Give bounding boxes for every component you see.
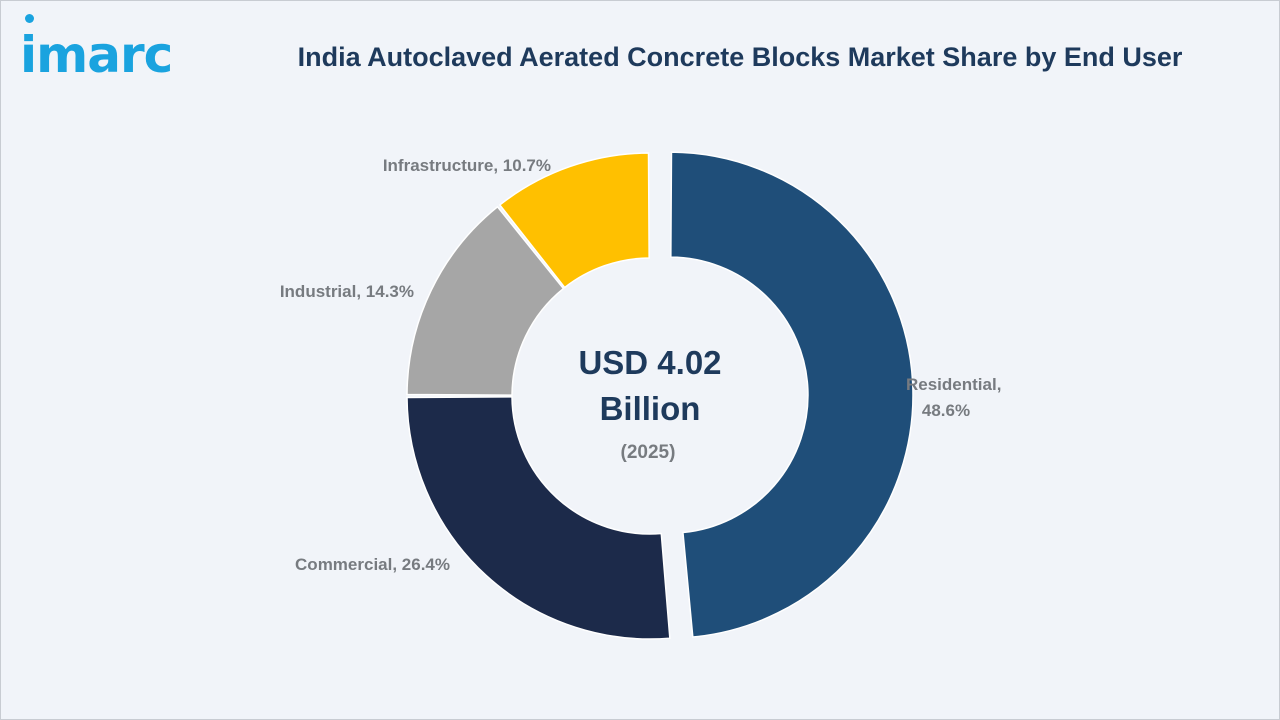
slice-commercial: [406, 396, 671, 640]
center-unit: Billion: [600, 390, 701, 427]
slice-infrastructure: [498, 152, 650, 289]
label-residential: Residential, 48.6%: [906, 375, 1001, 420]
labels-group: Residential, 48.6% Commercial, 26.4% Indust…: [280, 156, 1002, 574]
center-value: USD 4.02: [578, 344, 721, 381]
logo-dot: [25, 14, 34, 23]
label-industrial: Industrial, 14.3%: [280, 282, 414, 301]
center-year: (2025): [621, 442, 676, 463]
logo-text: imarc: [20, 26, 173, 84]
imarc-logo: imarc: [20, 14, 173, 80]
slice-residential: [670, 151, 914, 638]
slices-group: [406, 151, 914, 640]
label-infrastructure: Infrastructure, 10.7%: [383, 156, 551, 175]
chart-title: India Autoclaved Aerated Concrete Blocks…: [297, 42, 1183, 72]
label-commercial: Commercial, 26.4%: [295, 555, 450, 574]
slice-industrial: [406, 205, 565, 396]
